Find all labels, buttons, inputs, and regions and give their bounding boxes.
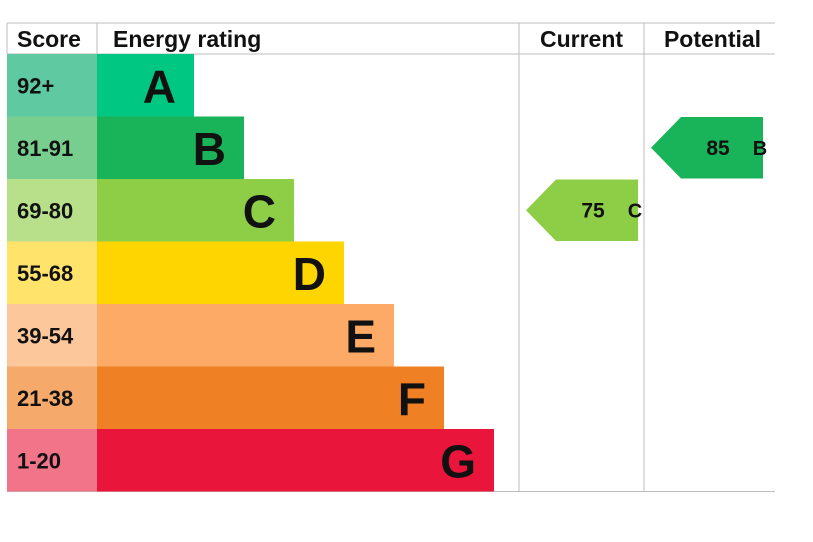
score-range-label: 81-91 xyxy=(17,136,73,161)
score-range-label: 1-20 xyxy=(17,448,61,473)
score-range-label: 69-80 xyxy=(17,198,73,223)
rating-bands: 92+ A 81-91 B 69-80 C 55-68 D 39-54 E 21-38 F 1-20 G xyxy=(7,54,494,492)
potential-arrow-shape xyxy=(651,117,763,179)
score-cell xyxy=(7,54,97,117)
rating-bar xyxy=(97,304,394,367)
band-e: 39-54 E xyxy=(7,304,394,367)
score-cell xyxy=(7,366,97,429)
current-rating-arrow: 75 C xyxy=(526,179,642,241)
current-arrow-shape xyxy=(526,179,638,241)
header-energy-rating: Energy rating xyxy=(113,26,261,52)
score-range-label: 92+ xyxy=(17,73,54,98)
header-score: Score xyxy=(17,26,81,52)
rating-letter: C xyxy=(243,185,276,237)
band-g: 1-20 G xyxy=(7,429,494,492)
score-cell xyxy=(7,179,97,242)
band-f: 21-38 F xyxy=(7,366,444,429)
score-cell xyxy=(7,429,97,492)
rating-bar xyxy=(97,241,344,304)
rating-letter: A xyxy=(143,60,176,112)
rating-bar xyxy=(97,366,444,429)
rating-letter: E xyxy=(345,310,376,362)
score-range-label: 21-38 xyxy=(17,386,73,411)
band-a: 92+ A xyxy=(7,54,194,117)
current-score: 75 xyxy=(581,199,605,222)
rating-bar xyxy=(97,116,244,179)
potential-rating-arrow: 85 B xyxy=(651,117,767,179)
score-cell xyxy=(7,241,97,304)
band-c: 69-80 C xyxy=(7,179,294,242)
potential-rating-letter: B xyxy=(753,138,767,160)
rating-bar xyxy=(97,179,294,242)
header-current: Current xyxy=(540,26,623,52)
score-cell xyxy=(7,304,97,367)
current-rating-letter: C xyxy=(628,200,642,222)
header-potential: Potential xyxy=(664,26,761,52)
score-range-label: 55-68 xyxy=(17,261,73,286)
rating-bar xyxy=(97,429,494,492)
score-cell xyxy=(7,116,97,179)
potential-score: 85 xyxy=(706,137,730,160)
band-b: 81-91 B xyxy=(7,116,244,179)
rating-letter: D xyxy=(293,248,326,300)
rating-bar xyxy=(97,54,194,117)
score-range-label: 39-54 xyxy=(17,323,74,348)
rating-letter: G xyxy=(440,435,476,487)
rating-letter: F xyxy=(398,373,426,425)
band-d: 55-68 D xyxy=(7,241,344,304)
rating-letter: B xyxy=(193,123,226,175)
